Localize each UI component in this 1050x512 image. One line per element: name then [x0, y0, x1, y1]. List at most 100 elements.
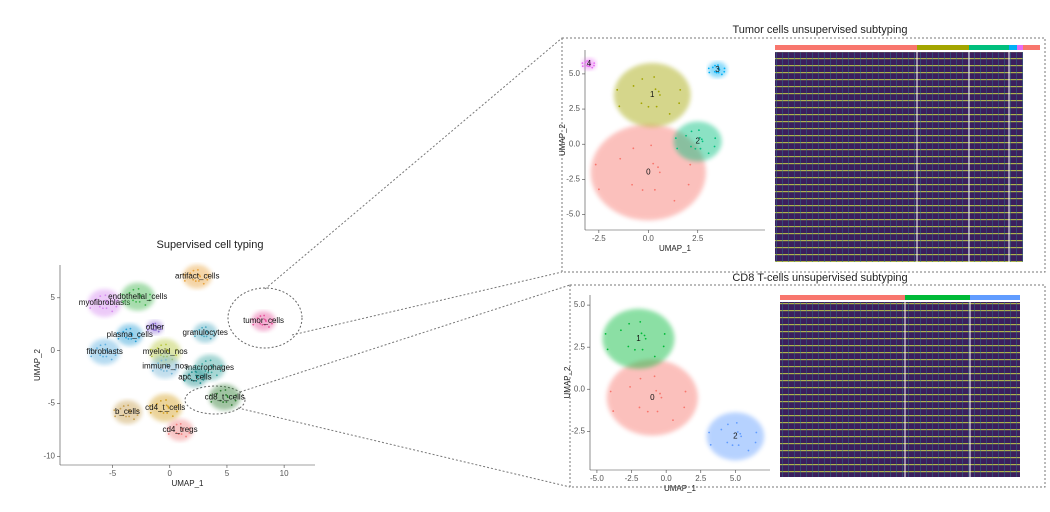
cell-dot: [713, 70, 716, 73]
cell-dot: [105, 307, 108, 310]
cluster-label: b_cells: [115, 407, 140, 416]
cell-dot: [159, 410, 162, 413]
heatmap-bar: [1009, 45, 1017, 50]
connector: [239, 284, 571, 393]
cell-dot: [159, 328, 162, 331]
connector: [291, 271, 563, 336]
cell-dot: [115, 348, 117, 351]
cell-dot: [162, 412, 165, 414]
cell-dot: [616, 88, 619, 91]
cell-dot: [201, 326, 204, 329]
y-tick-label: -5.0: [566, 210, 580, 219]
cell-dot: [631, 183, 633, 186]
cell-dot: [194, 280, 197, 282]
cell-cluster: [166, 419, 194, 442]
cell-dot: [714, 64, 716, 67]
cell-dot: [160, 325, 162, 328]
cell-dot: [647, 105, 650, 108]
cell-dot: [591, 66, 594, 69]
cluster-label: macrophages: [186, 363, 234, 372]
cell-dot: [192, 278, 195, 281]
cell-dot: [727, 423, 729, 426]
cell-dot: [731, 444, 734, 447]
connector: [264, 37, 563, 290]
cell-dot: [180, 427, 183, 429]
heatmap: [780, 295, 1020, 477]
cell-dot: [188, 373, 190, 376]
cell-dot: [679, 88, 682, 91]
cell-cluster: [193, 322, 218, 343]
cluster-label: fibroblasts: [86, 347, 122, 356]
cell-dot: [268, 326, 270, 328]
x-tick-label: -5.0: [590, 474, 604, 483]
cell-dot: [619, 157, 622, 160]
cell-dot: [701, 140, 704, 143]
cell-dot: [199, 382, 202, 384]
cell-dot: [165, 399, 167, 401]
cell-dot: [175, 432, 178, 434]
cell-dot: [146, 325, 149, 328]
cell-dot: [707, 67, 710, 70]
cluster-label: apc_cells: [178, 372, 211, 381]
panel-frame: [569, 284, 1046, 488]
cell-dot: [747, 449, 750, 452]
cell-dot: [138, 332, 141, 334]
y-axis-label: UMAP_2: [33, 348, 42, 381]
cell-dot: [138, 336, 140, 339]
cell-dot: [149, 324, 152, 327]
cell-dot: [698, 136, 701, 139]
y-tick-label: 0.0: [574, 384, 586, 393]
cell-dot: [656, 410, 659, 413]
cell-dot: [138, 293, 141, 296]
cell-dot: [165, 370, 168, 372]
cell-dot: [98, 305, 101, 308]
cell-dot: [175, 354, 178, 356]
x-tick-label: 0.0: [661, 474, 673, 483]
cell-dot: [252, 323, 255, 326]
cell-dot: [740, 435, 743, 438]
cell-dot: [271, 322, 273, 325]
cell-dot: [166, 412, 169, 414]
cell-dot: [711, 66, 714, 69]
cell-dot: [197, 273, 200, 276]
cell-dot: [114, 415, 117, 418]
cell-dot: [175, 348, 178, 351]
cell-dot: [153, 329, 155, 331]
cell-dot: [167, 406, 170, 409]
cell-dot: [632, 147, 635, 150]
cell-dot: [687, 183, 690, 186]
cell-dot: [104, 343, 107, 346]
cell-dot: [588, 65, 591, 68]
cell-dot: [646, 410, 649, 413]
cell-dot: [190, 371, 193, 374]
cell-dot: [226, 396, 229, 399]
heatmap-bar: [917, 45, 969, 50]
cell-dot: [594, 163, 597, 166]
cell-dot: [128, 415, 131, 418]
cell-dot: [735, 421, 738, 424]
cell-dot: [216, 392, 218, 395]
cell-dot: [639, 321, 642, 323]
cell-dot: [206, 273, 209, 276]
cell-dot: [105, 355, 108, 358]
cell-dot: [135, 301, 137, 303]
cell-dot: [633, 348, 636, 351]
cell-cluster: [602, 308, 675, 369]
cell-dot: [598, 188, 600, 191]
y-axis-label: UMAP_2: [558, 123, 567, 156]
cell-dot: [261, 323, 264, 326]
cell-dot: [125, 328, 128, 331]
cell-dot: [202, 374, 205, 377]
cell-dot: [655, 389, 658, 392]
y-axis-label: UMAP_2: [563, 366, 572, 399]
cell-dot: [641, 348, 644, 351]
heatmap-bar: [969, 45, 1009, 50]
cell-cluster: [182, 264, 212, 289]
cell-dot: [251, 318, 254, 321]
cell-dot: [149, 411, 152, 414]
cell-dot: [224, 389, 227, 391]
cell-dot: [226, 394, 229, 397]
cell-dot: [183, 273, 185, 276]
cell-dot: [641, 78, 644, 80]
